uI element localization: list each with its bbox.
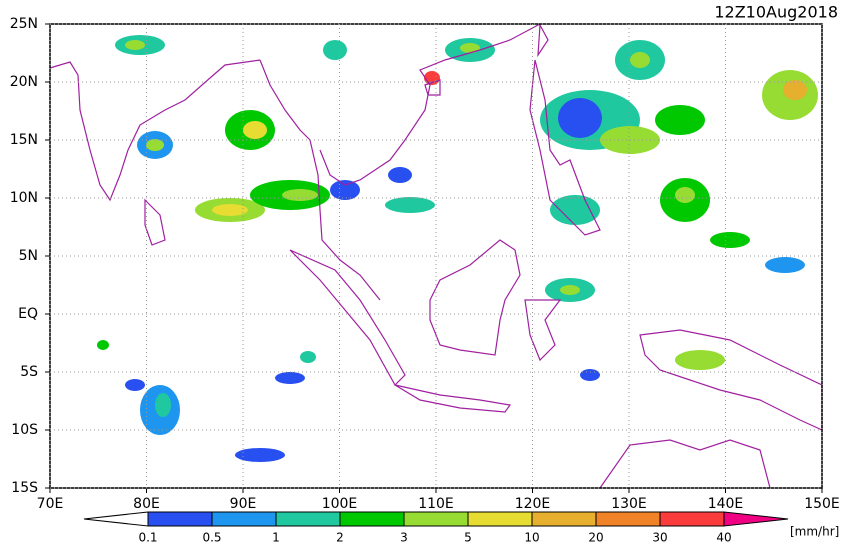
colorbar-segment [659, 511, 725, 527]
colorbar-segment [467, 511, 533, 527]
lat-tick-label: 15S [11, 480, 38, 496]
colorbar-segment [147, 511, 213, 527]
lat-tick-label: EQ [18, 306, 38, 322]
lat-tick-label: 10N [10, 190, 38, 206]
precipitation [97, 35, 818, 462]
lat-tick-label: 10S [11, 422, 38, 438]
colorbar-unit: [mm/hr] [790, 525, 839, 539]
lon-tick-label: 140E [708, 496, 744, 512]
colorbar-arrow [83, 511, 149, 527]
lon-tick-label: 110E [418, 496, 454, 512]
lon-tick-label: 100E [322, 496, 358, 512]
colorbar-label: 5 [464, 531, 472, 544]
lon-tick-label: 90E [230, 496, 257, 512]
colorbar-label: 2 [336, 531, 344, 544]
lon-tick-label: 130E [611, 496, 647, 512]
lat-tick-label: 20N [10, 74, 38, 90]
colorbar-segment [531, 511, 597, 527]
lat-tick-label: 15N [10, 132, 38, 148]
lat-tick-label: 5S [20, 364, 38, 380]
colorbar-label: 20 [588, 531, 603, 544]
colorbar-label: 1 [272, 531, 280, 544]
colorbar-arrow [723, 511, 789, 527]
colorbar-segment [403, 511, 469, 527]
lon-tick-label: 70E [37, 496, 64, 512]
colorbar-label: 40 [716, 531, 731, 544]
colorbar-label: 30 [652, 531, 667, 544]
coastlines [49, 22, 823, 489]
colorbar-segment [275, 511, 341, 527]
lat-tick-label: 25N [10, 16, 38, 32]
lat-tick-label: 5N [19, 248, 38, 264]
colorbar-label: 3 [400, 531, 408, 544]
lon-tick-label: 150E [804, 496, 840, 512]
colorbar-segment [339, 511, 405, 527]
colorbar-label: 0.1 [138, 531, 157, 544]
lon-tick-label: 120E [515, 496, 551, 512]
lon-tick-label: 80E [133, 496, 160, 512]
colorbar-segment [211, 511, 277, 527]
colorbar-label: 0.5 [202, 531, 221, 544]
colorbar-label: 10 [524, 531, 539, 544]
colorbar-segment [595, 511, 661, 527]
map-title: 12Z10Aug2018 [714, 3, 838, 22]
